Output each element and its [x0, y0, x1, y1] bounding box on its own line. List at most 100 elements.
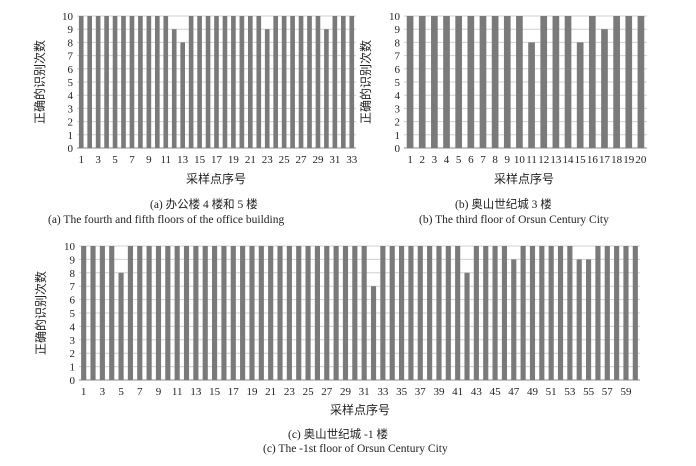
bar-c-17: [230, 246, 236, 380]
bar-a-21: [247, 16, 253, 148]
bar-a-33: [349, 16, 355, 148]
bar-b-19: [625, 16, 633, 148]
xtick-c-51: 51: [546, 386, 557, 398]
xtick-c-43: 43: [471, 386, 483, 398]
bar-a-31: [332, 16, 338, 148]
xtick-b-17: 17: [599, 154, 611, 166]
ytick-a-10: 10: [62, 11, 74, 23]
ytick-c-9: 9: [70, 254, 76, 266]
caption-a-en: (a) The fourth and fifth floors of the o…: [48, 214, 285, 226]
xtick-b-11: 11: [526, 154, 537, 166]
ytick-c-8: 8: [70, 268, 76, 280]
xtick-b-15: 15: [575, 154, 587, 166]
bar-c-14: [202, 246, 208, 380]
ytick-a-0: 0: [68, 143, 74, 155]
xtick-c-29: 29: [340, 386, 352, 398]
xtick-c-21: 21: [265, 386, 276, 398]
bar-b-17: [601, 29, 608, 149]
bar-c-27: [324, 246, 330, 380]
bar-a-24: [273, 16, 279, 148]
bar-b-9: [503, 16, 511, 148]
bar-c-45: [492, 246, 498, 380]
bar-a-20: [239, 16, 245, 148]
xtick-a-33: 33: [346, 154, 358, 166]
bar-b-20: [637, 16, 645, 148]
bar-c-44: [483, 246, 489, 380]
xtick-b-16: 16: [587, 154, 599, 166]
ytick-a-9: 9: [68, 24, 74, 36]
bar-c-12: [183, 246, 190, 380]
xtick-c-3: 3: [100, 386, 106, 398]
caption-b-en: (b) The third floor of Orsun Century Cit…: [419, 214, 609, 226]
xtick-a-7: 7: [129, 154, 135, 166]
bar-c-7: [137, 246, 143, 380]
bar-b-12: [540, 16, 548, 148]
xtick-b-13: 13: [550, 154, 562, 166]
bar-a-23: [264, 29, 270, 149]
bar-a-13: [180, 42, 186, 148]
bar-c-8: [146, 246, 152, 380]
xtick-b-8: 8: [492, 154, 498, 166]
ylabel-a: 正确的识别次数: [32, 40, 47, 124]
xtick-b-3: 3: [432, 154, 438, 166]
xtick-a-15: 15: [194, 154, 206, 166]
bar-a-32: [340, 16, 346, 148]
bar-c-6: [127, 246, 133, 380]
xlabel-a: 采样点序号: [186, 171, 246, 186]
xlabel-c: 采样点序号: [330, 402, 390, 417]
xtick-c-37: 37: [415, 386, 427, 398]
xtick-c-41: 41: [452, 386, 463, 398]
bar-c-23: [286, 246, 292, 380]
xtick-c-23: 23: [284, 386, 296, 398]
xtick-b-1: 1: [407, 154, 413, 166]
bar-c-13: [193, 246, 199, 380]
bar-b-6: [467, 16, 475, 148]
bar-c-49: [529, 246, 536, 380]
bar-b-10: [516, 16, 523, 148]
bar-c-32: [370, 286, 377, 380]
bar-c-38: [427, 246, 433, 380]
bar-a-18: [222, 16, 228, 148]
bar-c-51: [548, 246, 554, 380]
bar-a-30: [324, 29, 329, 149]
bar-c-22: [277, 246, 283, 380]
bar-c-42: [464, 272, 470, 380]
xtick-c-55: 55: [583, 386, 595, 398]
ytick-b-9: 9: [395, 24, 401, 36]
xtick-b-19: 19: [623, 154, 635, 166]
xtick-a-13: 13: [177, 154, 189, 166]
ytick-c-7: 7: [70, 281, 76, 293]
bar-a-19: [231, 16, 236, 148]
bar-a-9: [146, 16, 152, 148]
xtick-c-39: 39: [433, 386, 445, 398]
xtick-b-20: 20: [635, 154, 647, 166]
ytick-b-3: 3: [395, 103, 401, 115]
bar-a-1: [78, 16, 84, 148]
ytick-a-3: 3: [68, 103, 74, 115]
xtick-c-59: 59: [620, 386, 632, 398]
bar-a-14: [188, 16, 194, 148]
ytick-b-4: 4: [395, 90, 401, 102]
ytick-c-2: 2: [70, 348, 76, 360]
xtick-c-25: 25: [303, 386, 315, 398]
bar-a-5: [112, 16, 118, 148]
bar-c-15: [212, 246, 218, 380]
xtick-a-11: 11: [160, 154, 171, 166]
xtick-c-5: 5: [118, 386, 124, 398]
bar-a-4: [104, 16, 109, 148]
bar-b-16: [588, 16, 596, 148]
bar-c-21: [268, 246, 274, 380]
caption-b-cn: (b) 奥山世纪城 3 楼: [455, 199, 552, 211]
bar-b-4: [443, 16, 450, 148]
xtick-c-11: 11: [172, 386, 183, 398]
xtick-b-5: 5: [456, 154, 462, 166]
bar-c-28: [333, 246, 339, 380]
xlabel-b: 采样点序号: [494, 171, 554, 186]
bar-b-11: [528, 42, 535, 148]
xtick-b-6: 6: [468, 154, 474, 166]
xtick-b-7: 7: [480, 154, 486, 166]
bar-c-9: [155, 246, 162, 380]
bar-c-46: [501, 246, 507, 380]
ytick-b-10: 10: [389, 11, 401, 23]
